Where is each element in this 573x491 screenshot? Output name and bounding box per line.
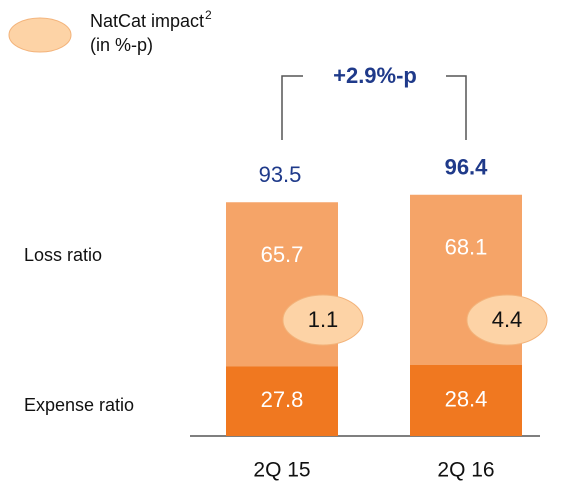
bar-value-label: 28.4 xyxy=(445,386,488,411)
legend-swatch xyxy=(8,17,72,53)
bracket-right xyxy=(446,75,467,140)
natcat-label: 4.4 xyxy=(492,307,523,332)
bar-segment xyxy=(226,366,338,436)
change-annotation: +2.9%-p xyxy=(333,63,417,88)
change-bracket xyxy=(281,75,467,140)
bar-value-label: 68.1 xyxy=(445,235,488,260)
series-label: Expense ratio xyxy=(24,395,134,415)
natcat-ellipse xyxy=(282,294,364,346)
natcat-ellipse xyxy=(466,294,548,346)
total-label: 93.5 xyxy=(259,162,302,187)
bar-value-label: 65.7 xyxy=(261,242,304,267)
legend-label: NatCat impact xyxy=(90,11,204,31)
legend-unit: (in %-p) xyxy=(90,35,153,55)
series-label: Loss ratio xyxy=(24,245,102,265)
natcat-label: 1.1 xyxy=(308,307,339,332)
x-tick-label: 2Q 16 xyxy=(437,459,494,482)
total-label: 96.4 xyxy=(445,155,489,180)
bar-segment xyxy=(410,365,522,436)
x-tick-label: 2Q 15 xyxy=(253,459,310,482)
bar-value-label: 27.8 xyxy=(261,387,304,412)
bracket-left xyxy=(281,75,303,140)
legend-footnote: 2 xyxy=(205,8,212,22)
